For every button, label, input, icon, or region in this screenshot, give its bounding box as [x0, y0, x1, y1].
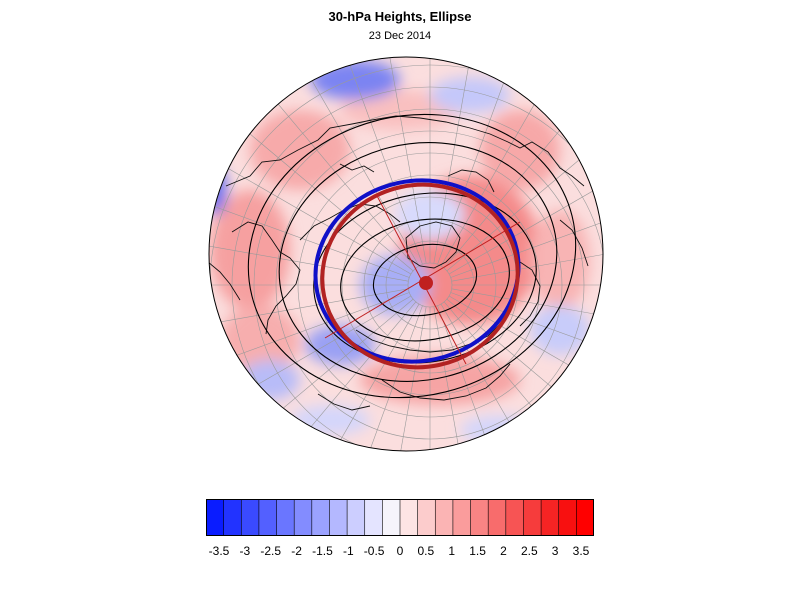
meridian-line [377, 306, 427, 451]
globe-field [209, 57, 603, 451]
colorbar-bin [505, 499, 525, 536]
map-title: 30-hPa Heights, Ellipse [328, 9, 472, 24]
colorbar-bin [399, 499, 419, 536]
red-ellipse [320, 182, 520, 370]
colorbar-bin [434, 499, 454, 536]
colorbar-bin [523, 499, 542, 536]
colorbar-tick-label: -2.5 [260, 544, 282, 558]
meridian-line [327, 57, 423, 265]
colorbar-bin [487, 499, 507, 536]
colorbar-tick-label: -0.5 [363, 544, 385, 558]
colorbar-bin [558, 499, 578, 536]
colorbar-tick-label: 0 [396, 544, 404, 558]
colorbar-bin [223, 499, 243, 536]
ellipse-center-dot [419, 276, 433, 290]
colorbar-tick-label: 0.5 [417, 544, 435, 558]
colorbar-bin [576, 499, 594, 536]
meridian-line [446, 91, 603, 272]
colorbar-bin [329, 499, 348, 536]
blue-ellipse [313, 178, 521, 364]
colorbar-bin [311, 499, 331, 536]
meridian-line [451, 288, 603, 338]
colorbar-tick-label: -2 [291, 544, 302, 558]
meridian-line [279, 303, 420, 451]
colorbar-bin [382, 499, 401, 536]
coastlines [209, 115, 589, 411]
colorbar-labels: -3.5 -3 -2.5 -2 -1.5 -1 -0.5 0 0.5 1 1.5 2 2.5 3 3.5 [0, 544, 800, 564]
colorbar-tick-label: 2 [500, 544, 507, 558]
meridian-line [377, 57, 427, 264]
colorbar-tick-label: -3 [239, 544, 251, 558]
meridian-line [450, 182, 603, 278]
meridian-line [451, 232, 603, 282]
colorbar-bin [276, 499, 295, 536]
colorbar-bin [240, 499, 260, 536]
meridian-line [209, 288, 409, 338]
meridian-line [209, 232, 409, 282]
colorbar-tick-label: -1 [342, 544, 354, 558]
meridian-line [209, 292, 410, 388]
colorbar-tick-label: 2.5 [520, 544, 538, 558]
colorbar-tick-label: -3.5 [208, 544, 230, 558]
colorbar-bin [258, 499, 278, 536]
colorbar-bin [540, 499, 560, 536]
colorbar-bin [293, 499, 313, 536]
colorbar-bin [206, 499, 225, 536]
map-date: 23 Dec 2014 [368, 30, 432, 42]
meridian-line [448, 134, 603, 275]
colorbar-bin [470, 499, 489, 536]
colorbar-tick-label: 3 [551, 544, 559, 558]
height-contours [247, 113, 577, 399]
colorbar-tick-label: 1.5 [469, 544, 486, 558]
colorbar-bin [417, 499, 437, 536]
meridian-line [433, 57, 483, 264]
colorbar-bin [346, 499, 366, 536]
colorbar-tick-label: 1 [448, 544, 456, 558]
colorbar-frame [206, 499, 594, 536]
globe-outline [208, 56, 604, 452]
colorbar-tick-label: -1.5 [312, 544, 333, 558]
colorbar-bin [364, 499, 384, 536]
colorbar-bin [452, 499, 472, 536]
colorbar-tick-label: 3.5 [572, 544, 590, 558]
colorbar [206, 499, 594, 536]
meridian-line [209, 182, 410, 278]
